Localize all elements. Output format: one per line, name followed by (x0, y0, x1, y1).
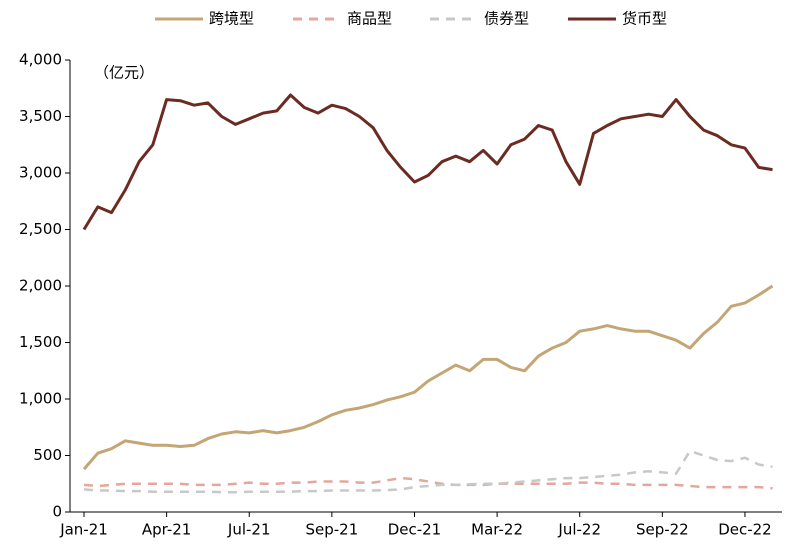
y-tick-label: 2,000 (19, 277, 62, 295)
y-tick-label: 4,000 (19, 51, 62, 69)
unit-note: （亿元） (94, 64, 154, 82)
x-tick-label: Apr-21 (142, 521, 192, 539)
series-line (82, 93, 773, 231)
x-tick-label: Sep-21 (305, 521, 358, 539)
x-tick-label: Dec-21 (388, 521, 442, 539)
x-tick-label: Jul-22 (557, 521, 601, 539)
series-line (83, 476, 773, 490)
y-tick-label: 1,000 (19, 390, 62, 408)
y-tick-label: 3,500 (19, 107, 62, 125)
legend-label: 跨境型 (209, 10, 254, 28)
series-line (82, 284, 774, 471)
x-tick-label: Jul-21 (227, 521, 271, 539)
y-tick-label: 1,500 (19, 333, 62, 351)
x-tick-label: Mar-22 (471, 521, 523, 539)
legend-label: 货币型 (622, 10, 667, 28)
legend-label: 商品型 (347, 10, 392, 28)
legend-label: 债券型 (484, 10, 529, 28)
y-tick-label: 0 (52, 503, 62, 521)
x-tick-label: Dec-22 (718, 521, 772, 539)
x-tick-label: Sep-22 (636, 521, 689, 539)
y-tick-label: 3,000 (19, 164, 62, 182)
y-tick-label: 2,500 (19, 220, 62, 238)
x-tick-label: Jan-21 (59, 521, 108, 539)
y-tick-label: 500 (33, 446, 62, 464)
series-line (83, 449, 773, 494)
